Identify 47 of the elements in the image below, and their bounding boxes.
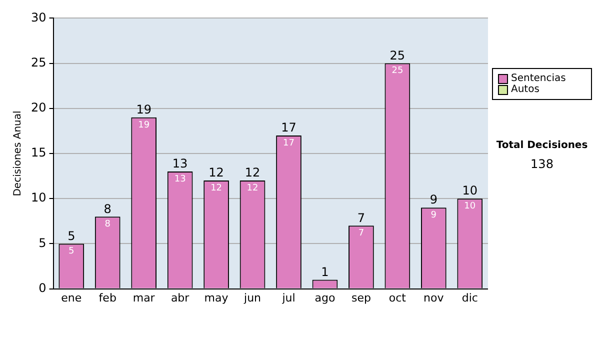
y-tick-label: 15 — [30, 146, 46, 160]
total-label: 25 — [390, 48, 406, 62]
data-label: 12 — [246, 183, 258, 194]
x-tick-label: ago — [314, 291, 336, 304]
data-label: 10 — [464, 201, 476, 212]
y-axis-title: Decisiones Anual — [12, 110, 24, 196]
total-label: 19 — [136, 102, 152, 117]
total-label: 10 — [462, 184, 478, 198]
x-tick-label: sep — [351, 291, 371, 304]
y-tick-label: 20 — [30, 100, 46, 115]
x-tick-label: dic — [462, 291, 478, 304]
x-tick-label: mar — [132, 291, 156, 304]
total-label: 5 — [68, 228, 76, 243]
x-tick-label: jun — [243, 291, 262, 304]
x-tick-label: ene — [61, 291, 82, 304]
total-label: 17 — [281, 120, 296, 135]
legend-label: Sentencias — [511, 73, 566, 84]
total-label: 1 — [321, 264, 329, 279]
data-label: 17 — [283, 138, 294, 148]
x-tick-label: may — [204, 291, 229, 304]
total-label: 9 — [430, 192, 438, 207]
legend-label: Autos — [511, 84, 540, 95]
data-label: 9 — [430, 210, 437, 220]
y-tick-label: 5 — [38, 236, 46, 250]
x-tick-label: oct — [388, 291, 407, 304]
data-label: 5 — [68, 246, 74, 257]
data-label: 19 — [138, 120, 150, 130]
data-label: 13 — [174, 174, 186, 184]
total-label: 7 — [357, 210, 366, 225]
data-label: 8 — [104, 219, 111, 230]
total-label: 8 — [104, 202, 112, 216]
y-tick-label: 30 — [30, 10, 46, 24]
x-tick-label: nov — [424, 291, 444, 304]
x-tick-label: abr — [170, 291, 190, 304]
x-tick-label: feb — [98, 291, 116, 304]
total-label: 13 — [172, 156, 188, 171]
total-label: 12 — [244, 166, 260, 180]
y-tick-label: 25 — [30, 55, 46, 70]
text: 138 — [530, 157, 554, 171]
x-tick-label: jul — [281, 291, 296, 304]
text: Total Decisiones — [495, 140, 589, 151]
y-tick-label: 10 — [30, 190, 46, 205]
data-label: 25 — [392, 66, 404, 76]
data-label: 7 — [358, 228, 364, 239]
y-tick-label: 0 — [38, 280, 46, 295]
data-label: 12 — [210, 183, 222, 194]
total-label: 12 — [208, 166, 224, 180]
